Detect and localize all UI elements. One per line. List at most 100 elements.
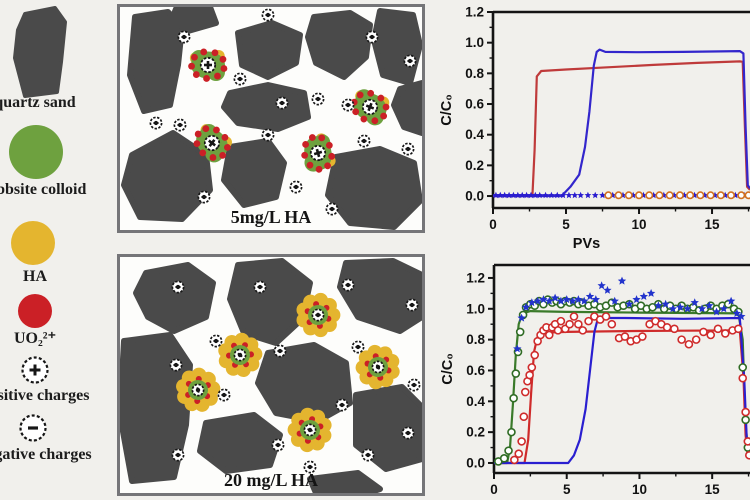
negative-charge-symbol (351, 340, 365, 354)
panel-label-20mg-ha: 20 mg/L HA (223, 470, 319, 490)
negative-charge-symbol (233, 72, 247, 86)
svg-text:5: 5 (563, 482, 571, 497)
sand-grain (371, 8, 422, 86)
negative-charge-symbol (275, 96, 289, 110)
sand-grain (305, 10, 373, 80)
svg-text:0.4: 0.4 (466, 394, 485, 409)
uranium-ion (193, 140, 201, 148)
legend-label-gibbsite-colloid: gibbsite colloid (0, 181, 87, 198)
sand-grain (337, 258, 422, 334)
uranium-ion (220, 65, 228, 72)
uranium-ion (191, 53, 198, 61)
negative-charge-symbol (197, 190, 211, 204)
svg-text:10: 10 (632, 482, 647, 497)
diagram-5mg-ha (121, 7, 422, 230)
negative-charge-symbol (171, 448, 185, 462)
uranium-ion (214, 72, 221, 80)
svg-text:C/C₀: C/C₀ (440, 353, 456, 385)
legend-label-positive-charges: positive charges (0, 387, 90, 404)
svg-text:0.4: 0.4 (465, 127, 484, 142)
sand-grain (325, 146, 422, 230)
chart-bottom: 0.0 0.2 0.4 0.6 0.8 1.0 1.2 0 5 10 15 C/C₀ (440, 263, 750, 497)
negative-charge-icon (19, 414, 47, 442)
uranium-ion (324, 162, 332, 170)
svg-text:15: 15 (705, 482, 721, 497)
svg-text:0: 0 (489, 217, 497, 232)
ha-coated-colloid-cluster (296, 292, 341, 338)
series-green-circle-points (494, 295, 750, 466)
series-orange-circle-points (604, 191, 750, 200)
legend-column: quartz sand gibbsite colloid HA UO₂²⁺ (0, 0, 116, 500)
ha-coated-colloid-cluster (287, 407, 332, 453)
uranium-ion (377, 94, 385, 102)
negative-charge-symbol (209, 334, 223, 348)
negative-charge-symbol (149, 116, 163, 130)
uranium-ion (211, 49, 219, 57)
negative-charge-symbol (357, 134, 371, 148)
negative-charge-symbol (177, 30, 191, 44)
negative-charge-symbol (407, 378, 421, 392)
colloid-clusters (188, 48, 390, 173)
svg-text:0.6: 0.6 (465, 97, 484, 112)
uranium-ion (325, 141, 333, 149)
negative-charge-symbol (261, 128, 275, 142)
legend-label-uranium: UO₂²⁺ (13, 330, 57, 347)
ha-particle (247, 346, 263, 362)
uranium-ion (356, 91, 364, 99)
uranium-ion (223, 144, 231, 151)
gibbsite-uranium-cluster (193, 123, 232, 163)
diagram-20mg-ha (120, 258, 422, 493)
uranium-ion (301, 151, 309, 159)
svg-text:0.8: 0.8 (465, 66, 484, 81)
negative-charge-symbol (365, 30, 379, 44)
negative-charge-symbol (401, 426, 415, 440)
uranium-ion (202, 125, 210, 133)
series-blue-breakthrough-line (493, 48, 750, 198)
uranium-ion (306, 161, 314, 169)
sand-grain (221, 138, 287, 208)
quartz-sand-icon (13, 6, 67, 98)
uranium-ion (213, 126, 220, 134)
uranium-ion (192, 71, 200, 78)
sand-grain (121, 130, 213, 222)
diagram-panel-20mg-ha: 20 mg/L HA (117, 254, 425, 496)
uranium-ion (219, 55, 227, 63)
uranium-ion (203, 75, 210, 82)
uranium-ion (219, 151, 227, 159)
sand-grain (221, 82, 311, 132)
sand-grain (127, 9, 185, 114)
panel-label-5mg-ha: 5mg/L HA (230, 207, 312, 227)
sand-grain (133, 262, 216, 334)
ha-coated-colloid-cluster (355, 344, 400, 390)
series-red-circle-points (510, 312, 750, 465)
svg-text:0.0: 0.0 (466, 455, 485, 470)
legend-label-negative-charges: negative charges (0, 446, 92, 463)
svg-text:10: 10 (632, 217, 647, 232)
uranium-ion (200, 48, 208, 56)
uranium-ion (371, 117, 379, 125)
negative-charge-symbol (341, 98, 355, 112)
sand-grain (227, 258, 313, 346)
colloid-clusters (176, 292, 400, 453)
sand-grain (169, 7, 219, 34)
negative-charge-symbol (173, 118, 187, 132)
negative-charge-symbol (361, 448, 375, 462)
negative-charge-symbol (169, 358, 183, 372)
uranium-ion (209, 154, 217, 161)
negative-charges (169, 278, 421, 474)
uranium-ion (188, 62, 195, 70)
sand-grain (391, 80, 422, 136)
negative-charge-symbol (341, 278, 355, 292)
uranium-ion (221, 134, 229, 141)
uranium-ion (199, 149, 207, 157)
series-red-breakthrough-line (494, 329, 749, 465)
gibbsite-uranium-cluster (301, 133, 336, 173)
legend-label-quartz-sand: quartz sand (0, 94, 76, 111)
negative-charge-symbol (253, 280, 267, 294)
svg-text:5: 5 (562, 217, 570, 232)
negative-charge-symbol (401, 142, 415, 156)
uranium-ion (302, 141, 310, 148)
series-blue-star-points (513, 276, 746, 353)
svg-text:0: 0 (490, 482, 498, 497)
uranium-ion (194, 130, 202, 138)
